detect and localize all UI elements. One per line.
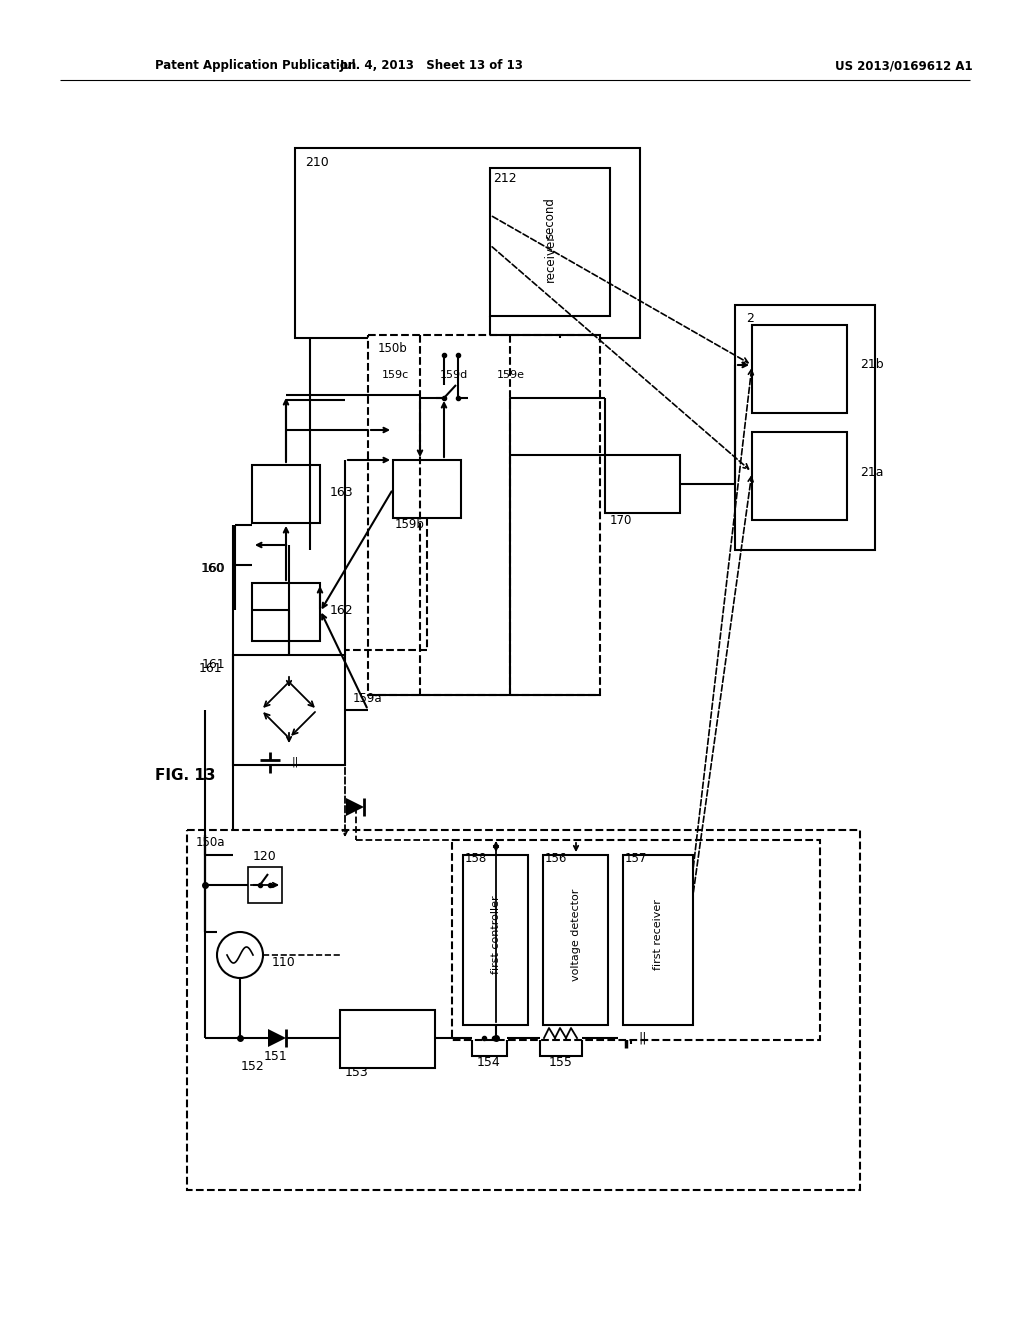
Text: ||: ||	[639, 1031, 647, 1044]
Text: 120: 120	[253, 850, 276, 863]
Text: first receiver: first receiver	[653, 899, 663, 970]
Text: voltage detector: voltage detector	[571, 888, 581, 981]
Text: 21a: 21a	[860, 466, 884, 479]
Text: 160: 160	[201, 561, 224, 574]
Text: receiver: receiver	[544, 234, 556, 282]
Bar	[540, 1020, 582, 1056]
Bar	[252, 465, 319, 523]
Bar	[490, 168, 610, 315]
Text: 161: 161	[202, 659, 225, 672]
Text: 155: 155	[549, 1056, 573, 1069]
Text: Patent Application Publication: Patent Application Publication	[155, 59, 356, 73]
Text: US 2013/0169612 A1: US 2013/0169612 A1	[835, 59, 973, 73]
Text: 153: 153	[345, 1067, 369, 1080]
Text: 160: 160	[202, 561, 225, 574]
Polygon shape	[346, 799, 364, 816]
Text: 159a: 159a	[353, 692, 383, 705]
Text: 21b: 21b	[860, 359, 884, 371]
Text: 151: 151	[264, 1049, 288, 1063]
Bar	[340, 1010, 435, 1068]
Text: 161: 161	[199, 661, 222, 675]
Bar	[472, 1020, 507, 1056]
Text: ||: ||	[292, 756, 299, 767]
Bar	[295, 148, 640, 338]
Text: 163: 163	[330, 486, 353, 499]
Text: 212: 212	[493, 173, 517, 186]
Text: 150a: 150a	[196, 837, 225, 850]
Bar	[543, 855, 608, 1026]
Bar	[752, 432, 847, 520]
Text: 110: 110	[272, 957, 296, 969]
Text: second: second	[544, 197, 556, 239]
Text: 154: 154	[477, 1056, 501, 1069]
Text: 170: 170	[610, 513, 633, 527]
Bar	[463, 855, 528, 1026]
Bar	[368, 335, 600, 696]
Bar	[252, 583, 319, 642]
Text: 152: 152	[241, 1060, 265, 1072]
Text: 158: 158	[465, 853, 487, 866]
Text: 210: 210	[305, 156, 329, 169]
Text: 159d: 159d	[440, 370, 468, 380]
Bar	[752, 325, 847, 413]
Bar	[623, 855, 693, 1026]
Text: 157: 157	[625, 853, 647, 866]
Bar	[735, 305, 874, 550]
Text: 2: 2	[746, 312, 754, 325]
Text: 159c: 159c	[382, 370, 410, 380]
Text: first controller: first controller	[490, 896, 501, 974]
Text: 156: 156	[545, 853, 567, 866]
Bar	[233, 655, 345, 766]
Bar	[393, 459, 461, 517]
Bar	[605, 455, 680, 513]
Bar	[452, 840, 820, 1040]
Bar	[248, 867, 282, 903]
Text: 162: 162	[330, 603, 353, 616]
Text: 150b: 150b	[378, 342, 408, 355]
Text: FIG. 13: FIG. 13	[155, 767, 215, 783]
Text: 159b: 159b	[395, 519, 425, 532]
Text: Jul. 4, 2013   Sheet 13 of 13: Jul. 4, 2013 Sheet 13 of 13	[340, 59, 524, 73]
Bar	[187, 830, 860, 1191]
Polygon shape	[268, 1030, 286, 1047]
Text: 159e: 159e	[497, 370, 525, 380]
